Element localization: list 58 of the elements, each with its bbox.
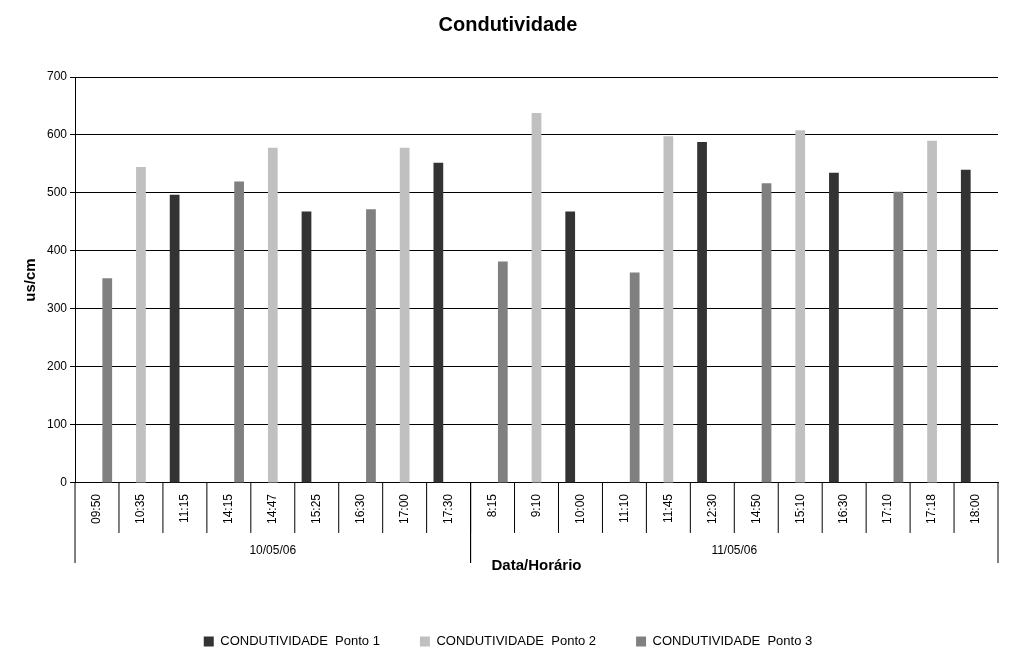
x-tick-label: 17:30 [440,493,455,524]
chart-title: Condutividade [438,12,578,35]
bar [267,147,278,483]
x-tick-label: 9:10 [528,493,543,518]
x-axis-title: Data/Horário [491,556,582,574]
y-tick-label: 300 [46,301,68,316]
bar [234,181,244,483]
y-tick-label: 200 [46,359,68,374]
bar [663,136,674,483]
x-tick-label: 18:00 [968,493,983,524]
x-tick-label: 11:10 [616,493,631,524]
x-tick-label: 14:15 [221,493,236,524]
x-tick-label: 14:47 [265,493,280,524]
bar [136,166,146,483]
x-tick-label: 16:30 [836,493,851,524]
x-tick-label: 8:15 [484,493,499,518]
x-tick-label: 16:30 [353,493,368,524]
bar [795,130,806,483]
bar [893,191,904,483]
y-tick-label: 400 [46,243,68,258]
y-tick-label: 100 [46,417,68,432]
legend-label: CONDUTIVIDADE Ponto 3 [652,633,813,649]
bar [565,211,576,483]
text: 10/05/06 [249,543,297,558]
bar [531,112,542,483]
legend-label: CONDUTIVIDADE Ponto 2 [436,633,597,649]
x-tick-label: 14:50 [748,493,763,524]
y-axis-title: us/cm [21,258,39,302]
x-tick-label: 15:10 [792,493,807,524]
x-tick-label: 11:45 [660,493,675,524]
bar [366,209,376,483]
x-tick-label: 15:25 [309,493,324,524]
x-tick-label: 09:50 [89,493,104,524]
bar [102,278,113,483]
bar [399,147,410,483]
x-tick-label: 17:18 [924,493,939,524]
y-tick-label: 0 [60,475,68,490]
bar [960,169,971,483]
bar [761,183,772,483]
bar [829,172,839,483]
bar [697,141,707,483]
bar [629,272,640,483]
text: 11/05/06 [711,543,758,558]
x-tick-label: 12:30 [704,493,719,524]
y-tick-label: 500 [46,185,68,200]
x-tick-label: 17:10 [880,493,895,524]
bar [927,140,937,483]
x-tick-label: 10:35 [133,493,148,524]
y-tick-label: 600 [46,127,68,142]
x-tick-label: 10:00 [572,493,587,524]
x-tick-label: 17:00 [396,493,411,524]
bar [433,162,444,483]
x-tick-label: 11:15 [177,493,192,524]
y-tick-label: 700 [46,69,68,84]
legend-label: CONDUTIVIDADE Ponto 1 [220,633,380,649]
bar [301,211,312,483]
bar [497,261,508,483]
bar [169,194,180,483]
